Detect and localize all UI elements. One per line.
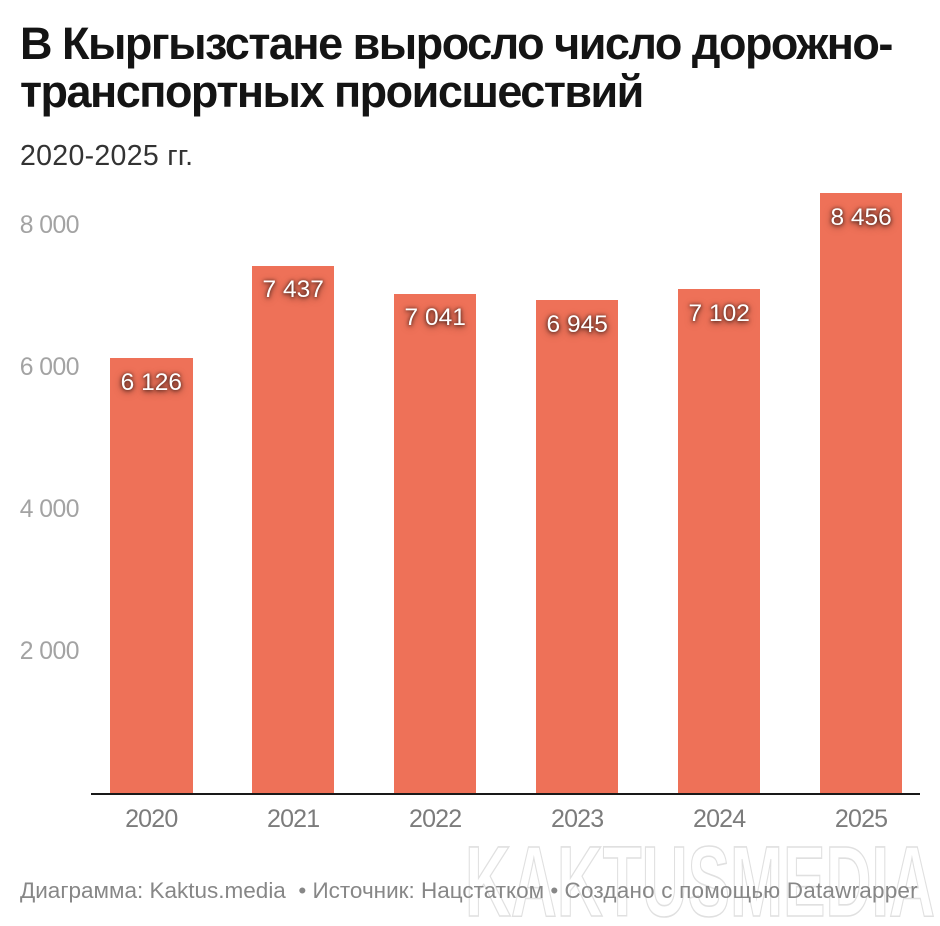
svg-text:KAKTUSMEDIA: KAKTUSMEDIA — [465, 826, 935, 926]
